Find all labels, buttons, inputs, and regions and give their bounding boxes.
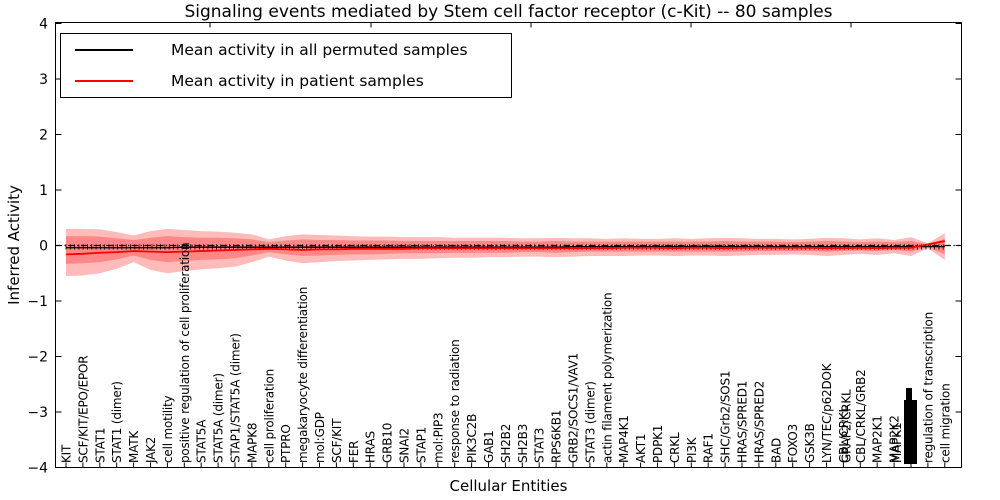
x-tick-label: AKT1: [634, 434, 648, 463]
x-tick-label-overlap: GRAP2/CRKL: [839, 389, 853, 463]
x-tick-label: KIT: [60, 444, 74, 463]
x-tick-label: CBL/CRKL/GRB2: [854, 369, 868, 463]
x-tick-label: STAT3: [533, 428, 547, 463]
x-tick-label: CBL/CRKL: [837, 405, 851, 463]
x-tick-label: cell migration: [938, 383, 952, 463]
x-tick-label: positive regulation of cell proliferatio…: [178, 243, 192, 463]
y-tick-label: −4: [27, 461, 48, 477]
y-tick-label: 4: [39, 17, 48, 33]
x-tick-label: cell proliferation: [262, 369, 276, 463]
x-tick-label: GSK3B: [803, 423, 817, 463]
x-tick-label: regulation of transcription: [921, 312, 935, 463]
x-tick-label: GAB1: [482, 430, 496, 463]
chart-title: Signaling events mediated by Stem cell f…: [184, 2, 833, 22]
x-tick-label: PDPK1: [651, 425, 665, 463]
x-tick-label: STAT3 (dimer): [583, 381, 597, 463]
band-outer: [66, 228, 945, 277]
x-tick-label: mol:PIP3: [431, 413, 445, 463]
legend-label: Mean activity in all permuted samples: [171, 40, 468, 59]
y-axis-label: Inferred Activity: [5, 185, 23, 305]
x-tick-label: response to radiation: [448, 339, 462, 463]
patient-mean-line: [65, 240, 945, 256]
x-axis-label: Cellular Entities: [449, 477, 568, 495]
x-tick-label: HRAS: [364, 431, 378, 463]
x-tick-label: STAP1/STAT5A (dimer): [229, 333, 243, 463]
x-tick-label: MAP2K2: [888, 415, 902, 463]
x-axis-top-ticks: [209, 22, 852, 28]
x-axis-ticks: [65, 462, 946, 468]
x-tick-label: megakaryocyte differentiation: [296, 287, 310, 463]
legend-line-sample-black: [75, 48, 133, 51]
x-tick-label: cell motility: [161, 395, 175, 463]
x-tick-label: SNAI2: [398, 428, 412, 463]
y-tick-label: 3: [39, 72, 48, 88]
x-tick-label: BAD: [769, 438, 783, 463]
y-tick-label: 1: [39, 183, 48, 199]
x-tick-label: MAP4K1: [617, 415, 631, 463]
x-tick-label: SCF/KIT: [330, 418, 344, 463]
x-tick-label: MATK: [127, 430, 141, 463]
y-axis-ticks: [55, 23, 962, 468]
x-tick-label: LYN/TEC/p62DOK: [820, 362, 834, 463]
x-tick-label: mol:GDP: [313, 412, 327, 463]
x-tick-label: MAPK8: [245, 423, 259, 463]
legend-entry-permuted: Mean activity in all permuted samples: [75, 41, 511, 59]
x-tick-label: PTPRO: [279, 424, 293, 463]
x-tick-label: GRB2/SOCS1/VAV1: [567, 353, 581, 463]
x-tick-label: GRB10: [381, 423, 395, 463]
x-tick-label: SHC/Grb2/SOS1: [719, 371, 733, 463]
x-tick-label: HRAS/SPRED2: [752, 381, 766, 463]
x-tick-label: SH2B3: [516, 424, 530, 463]
x-tick-label: STAT1 (dimer): [110, 381, 124, 463]
x-tick-label-blob: [904, 400, 917, 464]
x-tick-label: FER: [347, 441, 361, 463]
x-tick-label-overlap: MAPK1: [890, 423, 904, 463]
x-tick-label: HRAS/SPRED1: [736, 381, 750, 463]
legend-line-sample-red: [75, 80, 133, 83]
x-tick-label: MAP2K1: [871, 415, 885, 463]
x-tick-label-blob: [906, 388, 912, 402]
x-tick-label: RAF1: [702, 433, 716, 463]
x-tick-label: STAT5A: [195, 419, 209, 463]
band-inner: [66, 236, 945, 264]
y-tick-label: 2: [39, 128, 48, 144]
x-tick-label: PI3K: [685, 436, 699, 463]
legend: Mean activity in all permuted samples Me…: [60, 33, 512, 98]
x-tick-label: STAT5A (dimer): [212, 373, 226, 463]
x-tick-label: SH2B2: [499, 424, 513, 463]
x-tick-label: STAP1: [414, 427, 428, 463]
x-tick-label: actin filament polymerization: [600, 293, 614, 463]
permuted-mean-line: [66, 245, 945, 249]
y-tick-label: −3: [27, 405, 48, 421]
x-tick-label: RPS6KB1: [550, 410, 564, 463]
legend-entry-patient: Mean activity in patient samples: [75, 72, 511, 90]
y-tick-label: −1: [27, 294, 48, 310]
x-tick-label: CRKL: [668, 432, 682, 463]
y-tick-label: −2: [27, 350, 48, 366]
x-tick-label: STAT1: [93, 428, 107, 463]
x-tick-label: PIK3C2B: [465, 414, 479, 463]
x-tick-label: SCF/KIT/EPO/EPOR: [76, 356, 90, 463]
x-tick-label: FOXO3: [786, 424, 800, 463]
x-tick-label: JAK2: [144, 437, 158, 464]
legend-label: Mean activity in patient samples: [171, 72, 424, 91]
y-tick-label: 0: [39, 239, 48, 255]
